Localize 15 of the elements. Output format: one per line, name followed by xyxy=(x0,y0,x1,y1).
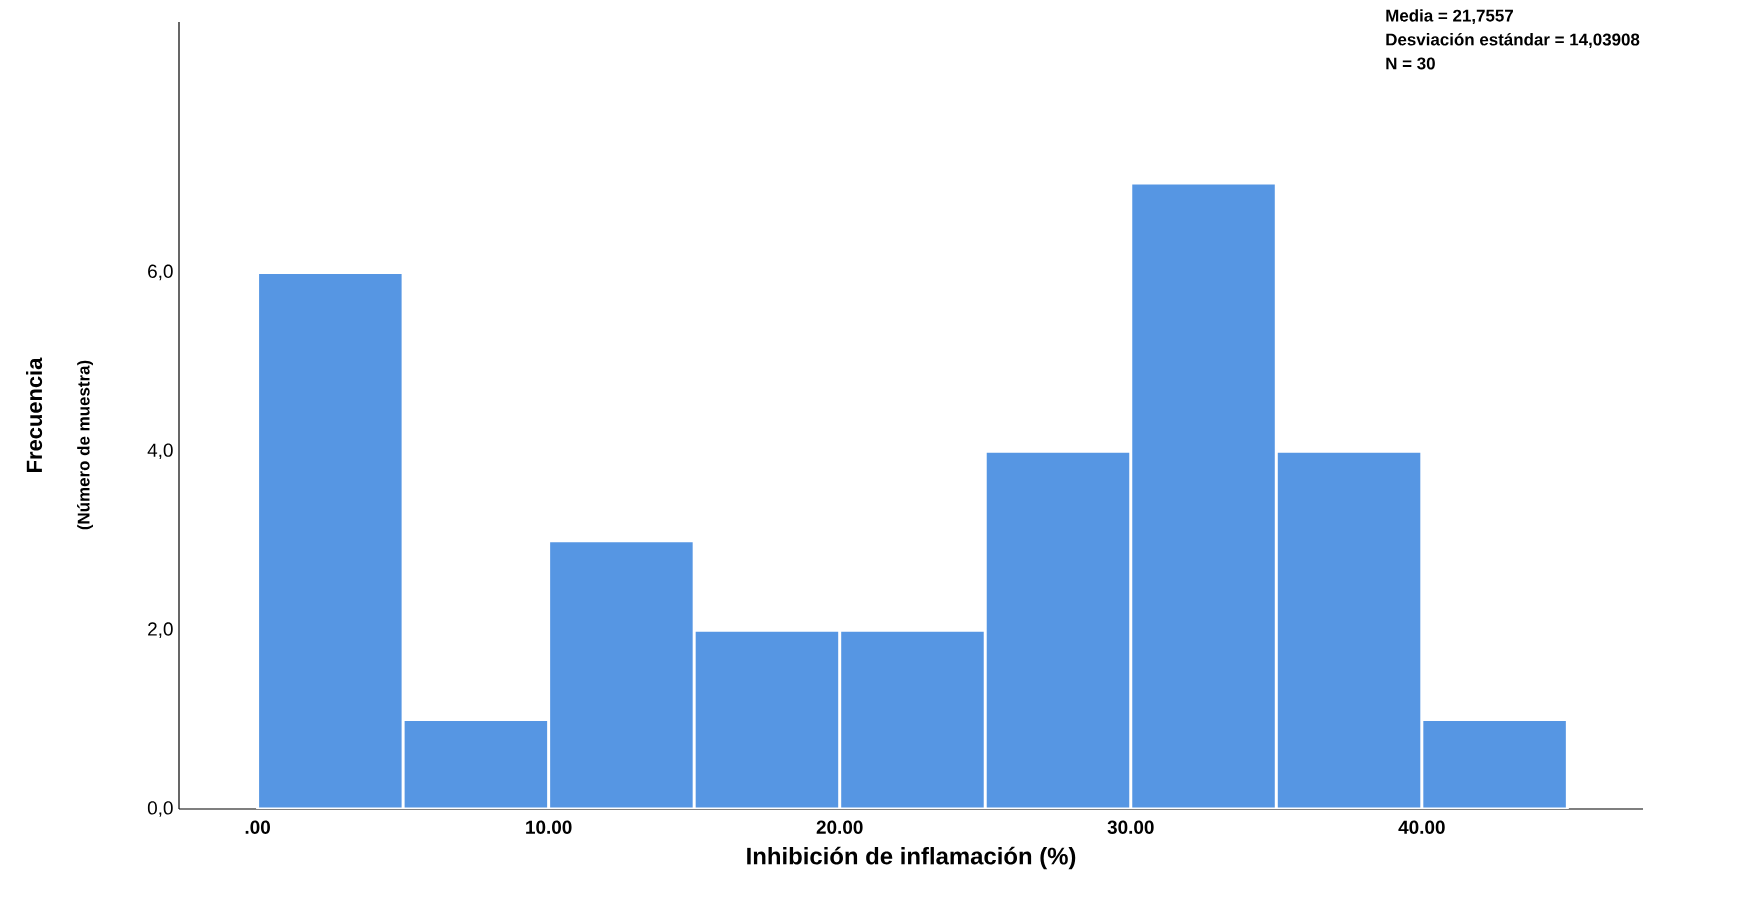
y-tick-label: 6,0 xyxy=(148,264,173,281)
y-tick-label: 2,0 xyxy=(148,622,173,638)
x-tick-label: 20.00 xyxy=(816,820,863,834)
x-axis-title: Inhibición de inflamación (%) xyxy=(747,846,1076,870)
y-axis-title: Frecuencia xyxy=(26,357,43,472)
x-tick-label: .00 xyxy=(245,820,270,834)
x-tick-label: 30.00 xyxy=(1107,820,1154,834)
text: (Número de muestra) xyxy=(77,360,93,530)
y-tick-label: 0,0 xyxy=(147,801,173,817)
x-tick-label: 40.00 xyxy=(1398,820,1445,834)
annotation: Media = 21,7557 xyxy=(1386,9,1513,25)
annotation: Desviación estándar = 14,03908 xyxy=(1386,32,1640,48)
x-tick-label: 10.00 xyxy=(526,820,572,834)
y-tick-label: 4,0 xyxy=(147,443,173,460)
annotation: N = 30 xyxy=(1386,57,1435,70)
